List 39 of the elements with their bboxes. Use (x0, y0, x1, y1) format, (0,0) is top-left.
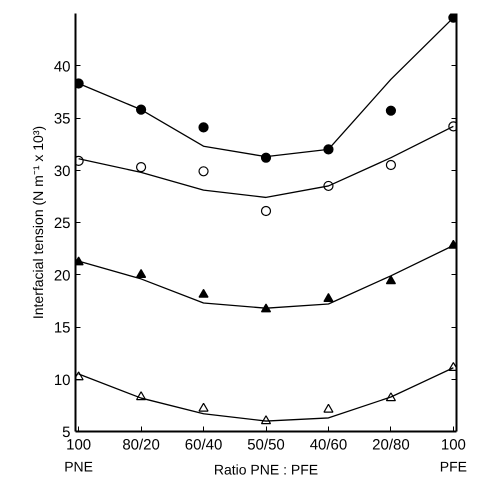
point (323, 144, 334, 154)
point (260, 415, 272, 424)
point (198, 122, 209, 132)
point (260, 303, 272, 312)
y-tick-label: 10 (54, 372, 71, 389)
point (386, 106, 396, 116)
x-tick-label: 100 (66, 436, 92, 454)
y-tick-label: 25 (54, 215, 71, 232)
x-tick-label: 100 (440, 436, 466, 454)
x-tick-label: 60/40 (184, 436, 222, 454)
y-tick-label: 35 (54, 110, 71, 128)
x-tick-label: 20/80 (372, 436, 410, 454)
point (136, 162, 146, 172)
point (136, 268, 146, 278)
point (386, 392, 396, 402)
point (198, 288, 209, 298)
x-tick-label: 80/20 (122, 436, 160, 454)
x-axis-title: Ratio PNE : PFE (214, 462, 318, 478)
point (323, 292, 334, 302)
point (260, 152, 272, 163)
point (323, 404, 334, 413)
text: PFE (440, 458, 467, 474)
y-axis-title: Interfacial tension (N m⁻¹ x 10³) (30, 126, 46, 320)
point (386, 275, 396, 284)
x-tick-label: 40/60 (310, 436, 348, 454)
x-tick-label: 50/50 (247, 436, 285, 454)
point (260, 206, 272, 216)
y-tick-label: 30 (54, 162, 71, 180)
point (323, 180, 334, 192)
y-tick-label: 15 (54, 320, 71, 336)
y-tick-label: 20 (54, 267, 71, 284)
text: PNE (64, 458, 94, 474)
y-tick-label: 40 (54, 58, 71, 76)
point (386, 160, 396, 170)
point (198, 402, 209, 412)
line-series (78, 126, 454, 198)
point (198, 166, 209, 176)
point (136, 391, 146, 400)
point (136, 104, 146, 115)
